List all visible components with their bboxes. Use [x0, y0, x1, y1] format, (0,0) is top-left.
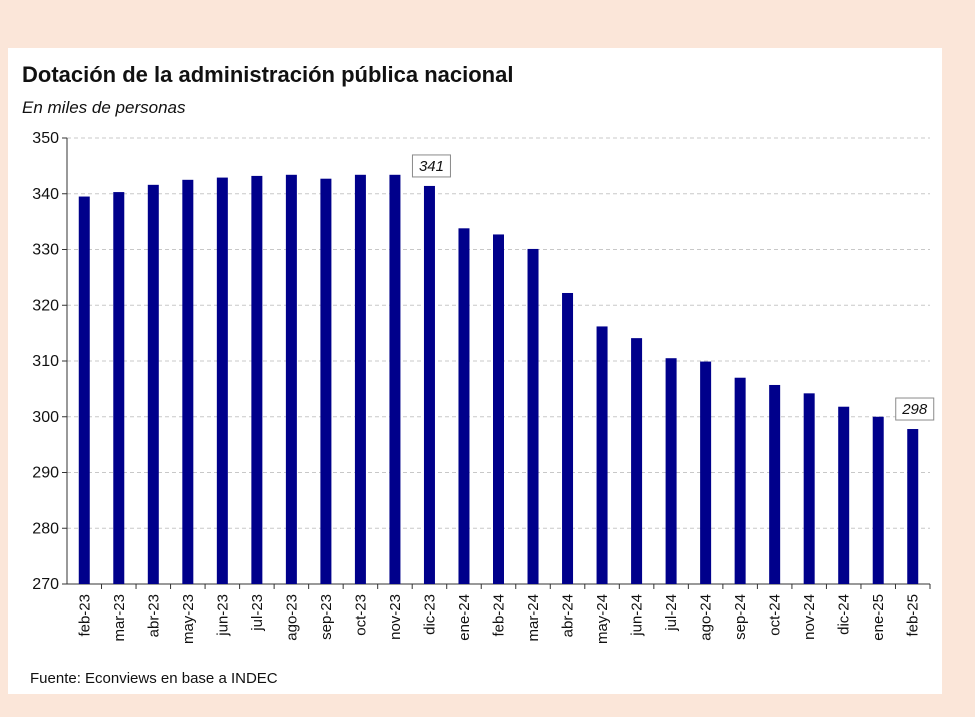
annotation-box [411, 154, 451, 178]
x-tick-label: mar-23 [111, 594, 128, 642]
y-tick-label: 330 [32, 242, 59, 259]
y-tick-label: 290 [32, 465, 59, 482]
bar [803, 393, 815, 584]
x-tick-label: dic-23 [421, 594, 438, 635]
x-tick-label: ago-23 [283, 594, 300, 641]
bar [838, 406, 850, 584]
y-tick-label: 270 [32, 576, 59, 593]
bar [354, 174, 366, 585]
x-tick-label: ene-25 [870, 594, 887, 641]
x-tick-label: sep-23 [318, 594, 335, 640]
y-tick-label: 280 [32, 520, 59, 537]
chart-card [8, 48, 942, 694]
bar [285, 174, 297, 585]
x-tick-label: nov-24 [801, 594, 818, 640]
bar [493, 234, 504, 584]
bar [78, 196, 90, 584]
bar [423, 185, 435, 584]
bar [769, 384, 781, 584]
bar [734, 377, 746, 584]
bar [527, 248, 539, 584]
x-tick-label: oct-24 [767, 594, 784, 636]
bar [700, 361, 712, 584]
x-tick-label: abr-23 [145, 594, 162, 637]
y-tick-label: 350 [32, 130, 59, 147]
x-tick-label: mar-24 [525, 594, 542, 642]
x-tick-label: sep-24 [732, 594, 749, 640]
x-tick-label: may-23 [180, 594, 197, 644]
x-tick-label: abr-24 [560, 594, 577, 637]
x-tick-label: may-24 [594, 594, 611, 644]
chart-subtitle: En miles de personas [22, 98, 186, 117]
x-tick-label: ago-24 [698, 594, 715, 641]
data-label: 341 [419, 158, 444, 175]
chart-title: Dotación de la administración pública na… [22, 62, 514, 87]
annotation-box [895, 397, 935, 421]
bar [389, 174, 401, 585]
x-tick-label: ene-24 [456, 594, 473, 641]
x-tick-label: feb-24 [491, 594, 508, 637]
y-tick-label: 340 [32, 186, 59, 203]
bar [182, 179, 194, 584]
x-tick-label: jul-24 [663, 594, 680, 632]
bar [113, 192, 125, 584]
x-tick-label: dic-24 [836, 594, 853, 635]
bar [631, 338, 643, 584]
x-tick-label: feb-25 [905, 594, 922, 637]
bar [596, 326, 608, 584]
bar [872, 416, 884, 584]
bar [907, 429, 919, 584]
bar [147, 184, 159, 584]
x-tick-label: jun-24 [629, 594, 646, 637]
bar [562, 292, 574, 584]
bar [665, 358, 677, 584]
y-tick-label: 310 [32, 353, 59, 370]
x-tick-label: jul-23 [249, 594, 266, 632]
source-note: Fuente: Econviews en base a INDEC [30, 670, 278, 687]
x-tick-label: jun-23 [214, 594, 231, 637]
y-tick-label: 320 [32, 297, 59, 314]
y-tick-label: 300 [32, 409, 59, 426]
bar [458, 228, 470, 584]
x-tick-label: feb-23 [76, 594, 93, 637]
bar [320, 178, 332, 584]
data-label: 298 [901, 401, 928, 418]
x-tick-label: nov-23 [387, 594, 404, 640]
bar [216, 177, 228, 584]
bar [251, 175, 263, 584]
x-tick-label: oct-23 [352, 594, 369, 636]
